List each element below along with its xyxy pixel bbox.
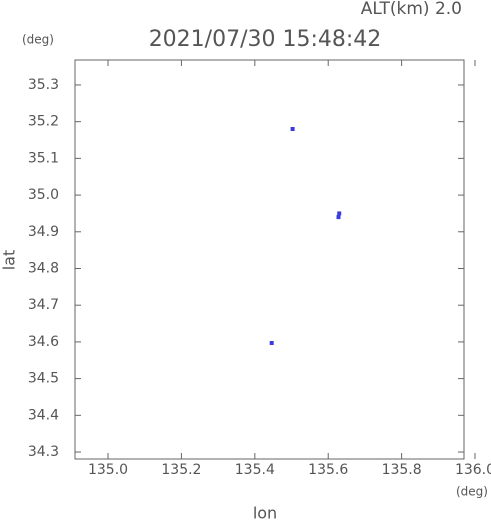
y-tick-label: 34.9 xyxy=(28,224,59,240)
y-tick-label: 34.3 xyxy=(28,444,59,460)
point xyxy=(337,211,342,216)
plot-frame xyxy=(74,59,465,460)
x-tick-label: 135.2 xyxy=(161,462,201,478)
annotation: ALT(km) 2.0 xyxy=(361,0,462,19)
x-tick-label: 136.0 xyxy=(455,462,491,478)
x-tick-label: 135.0 xyxy=(88,462,128,478)
y-tick-label: 35.0 xyxy=(28,187,59,203)
y-tick-label: 34.8 xyxy=(28,260,59,276)
x-tick-label: 135.8 xyxy=(382,462,422,478)
x-tick-label: 135.6 xyxy=(308,462,348,478)
y-unit: (deg) xyxy=(22,33,54,47)
y-tick-label: 34.4 xyxy=(28,407,59,423)
y-tick-label: 35.2 xyxy=(28,114,59,130)
y-tick-label: 35.3 xyxy=(28,77,59,93)
y-tick-label: 34.5 xyxy=(28,371,59,387)
point xyxy=(336,215,341,220)
chart-title: 2021/07/30 15:48:42 xyxy=(149,27,382,52)
x-axis-label: lon xyxy=(253,504,277,521)
y-tick-label: 34.7 xyxy=(28,297,59,313)
y-tick-label: 34.6 xyxy=(28,334,59,350)
x-tick-label: 135.4 xyxy=(235,462,275,478)
point xyxy=(290,127,295,132)
y-tick-label: 35.1 xyxy=(28,150,59,166)
x-unit: (deg) xyxy=(456,485,488,499)
y-axis-label: lat xyxy=(0,250,19,271)
point xyxy=(269,341,274,346)
